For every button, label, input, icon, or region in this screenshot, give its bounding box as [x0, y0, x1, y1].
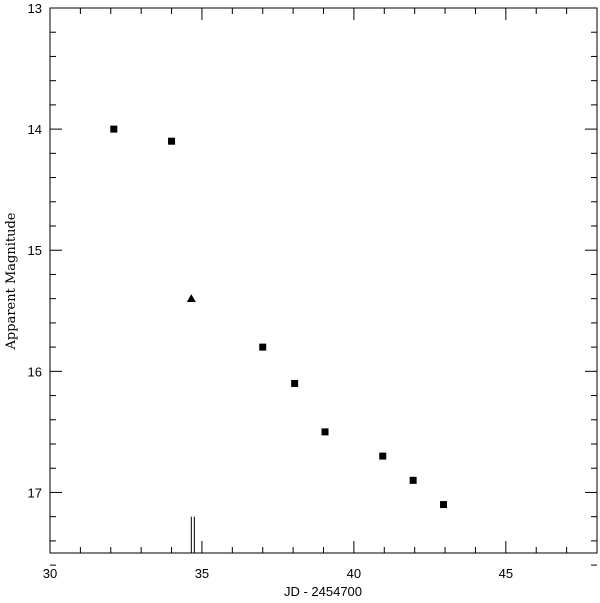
square-point — [321, 428, 329, 436]
x-tick-label: 30 — [43, 566, 57, 581]
y-tick-labels: 13 14 15 16 17 — [28, 1, 42, 500]
x-tick-label: 35 — [195, 566, 209, 581]
x-axis-title: JD - 2454700 — [284, 584, 362, 599]
square-point — [110, 125, 118, 133]
square-point — [259, 343, 267, 351]
x-tick-labels: 30 35 40 45 — [43, 566, 513, 581]
plot-frame — [49, 7, 598, 554]
y-tick-label: 15 — [28, 243, 42, 258]
axis-ticks — [49, 7, 598, 566]
square-point — [168, 137, 176, 145]
square-point — [291, 379, 299, 387]
square-point — [440, 501, 448, 509]
triangle-point — [186, 294, 196, 303]
y-tick-label: 17 — [28, 485, 42, 500]
y-tick-label: 14 — [28, 122, 42, 137]
y-axis-title: Apparent Magnitude — [4, 212, 19, 350]
x-tick-label: 45 — [499, 566, 513, 581]
y-tick-label: 13 — [28, 1, 42, 16]
x-tick-label: 40 — [347, 566, 361, 581]
square-point — [379, 452, 387, 460]
square-point — [409, 476, 417, 484]
y-tick-label: 16 — [28, 364, 42, 379]
annotations — [190, 516, 195, 553]
data-points — [110, 125, 448, 509]
